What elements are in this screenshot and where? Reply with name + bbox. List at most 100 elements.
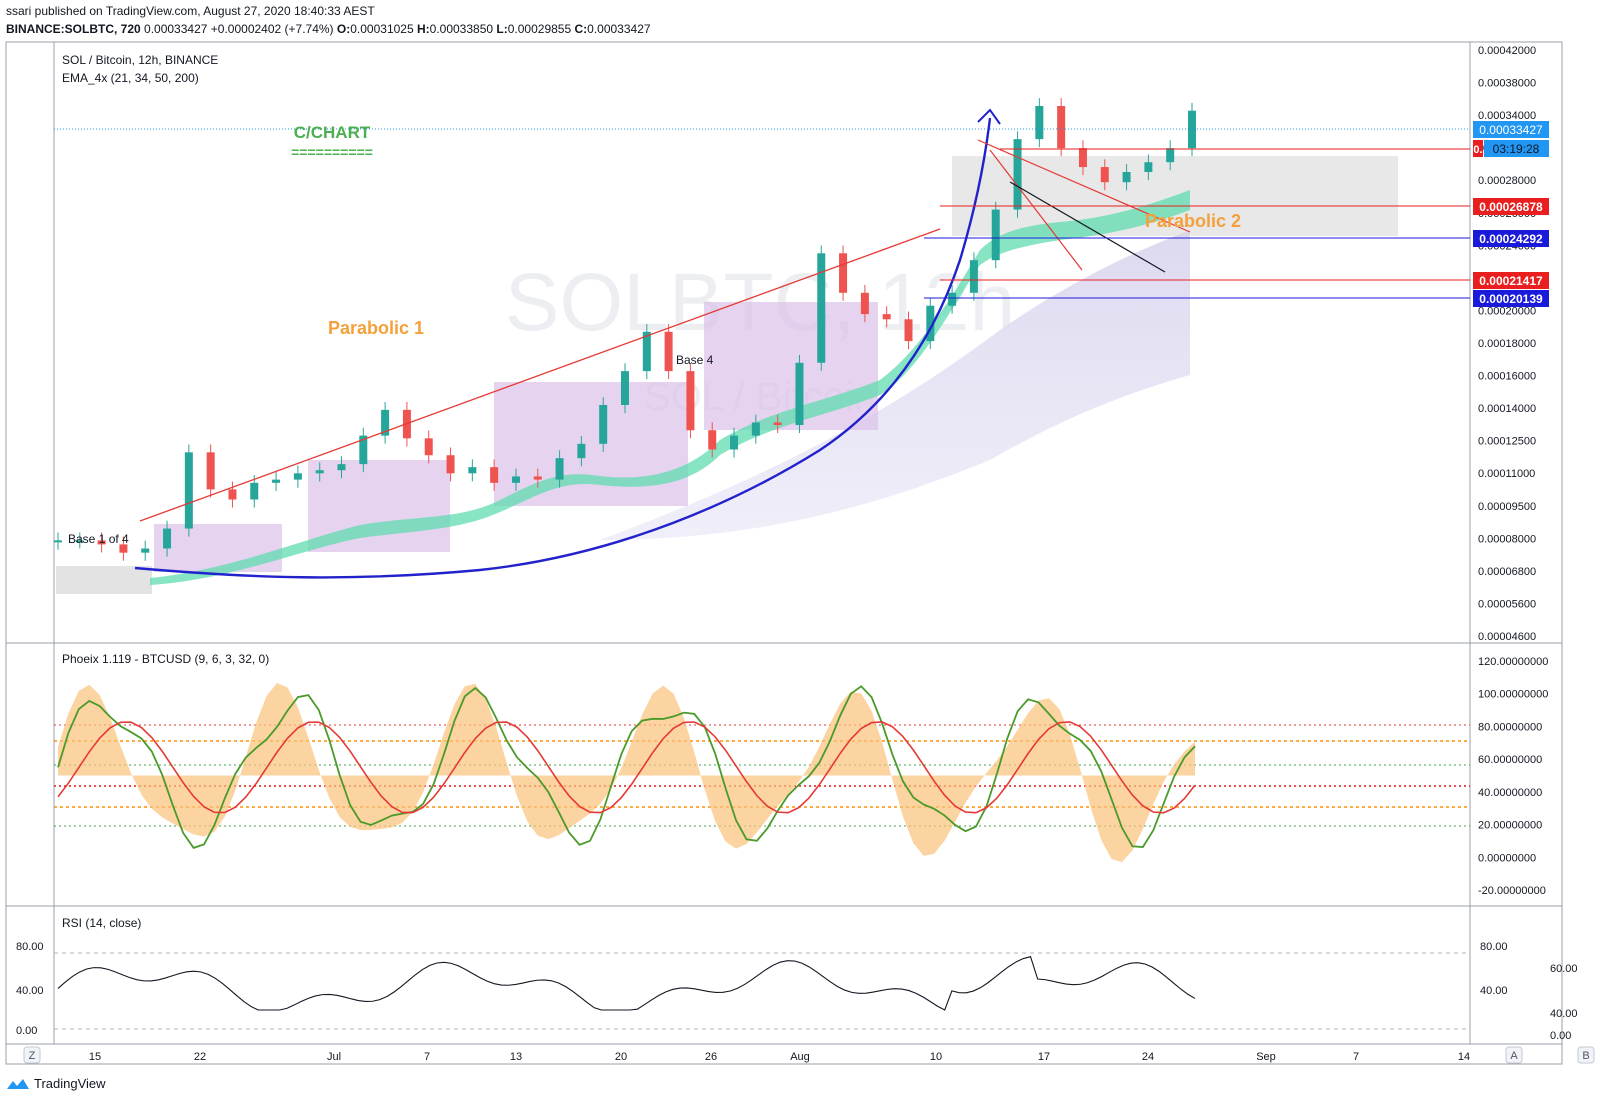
osc-axis[interactable]: 120.00000000 100.00000000 80.00000000 60.00… bbox=[1478, 656, 1548, 897]
candle-body bbox=[991, 209, 1000, 261]
last-price-tag-text: 0.00033427 bbox=[1479, 123, 1543, 137]
parabolic1-label: Parabolic 1 bbox=[328, 318, 424, 338]
level2-tag-text: 0.00024292 bbox=[1479, 232, 1543, 246]
base1-label: Base 1 of 4 bbox=[68, 532, 129, 546]
price-axis-label: 0.00006800 bbox=[1478, 566, 1536, 578]
symbol-label: BINANCE:SOLBTC, 720 bbox=[6, 22, 141, 36]
rsi-axis-right-label: 0.00 bbox=[1550, 1030, 1571, 1042]
time-axis-label: 10 bbox=[930, 1051, 942, 1063]
price-tags: 0.00033427 0. 03:19:28 0.00026878 0.0002… bbox=[1473, 121, 1549, 307]
rsi-axis[interactable]: 80.00 40.00 0.00 80.00 60.00 40.00 40.00 0.00 bbox=[16, 941, 1578, 1042]
a-button[interactable]: A bbox=[1505, 1046, 1523, 1064]
time-axis-label: 15 bbox=[89, 1051, 101, 1063]
rsi-axis-right-label: 40.00 bbox=[1550, 1008, 1578, 1020]
close-label: C: bbox=[574, 22, 588, 36]
open-value: 0.00031025 bbox=[350, 22, 414, 36]
parabolic-arrow bbox=[977, 108, 1001, 125]
base-box-4 bbox=[704, 302, 878, 430]
candle-body bbox=[730, 435, 739, 450]
osc-axis-label: -20.00000000 bbox=[1478, 885, 1546, 897]
level2-tag bbox=[1473, 230, 1549, 247]
a-button-label: A bbox=[1510, 1050, 1518, 1062]
time-axis-label: 22 bbox=[194, 1051, 206, 1063]
price-axis-label: 0.00020000 bbox=[1478, 305, 1536, 317]
candle-body bbox=[904, 319, 913, 342]
last-price-tag bbox=[1473, 121, 1549, 138]
candle-body bbox=[119, 544, 128, 553]
price-change: +0.00002402 (+7.74%) bbox=[210, 22, 334, 36]
base-box-1 bbox=[154, 524, 282, 572]
rsi-axis-right-label: 60.00 bbox=[1550, 963, 1578, 975]
rsi-axis-right-label: 40.00 bbox=[1480, 985, 1508, 997]
price-axis-label: 0.00011000 bbox=[1478, 468, 1535, 480]
countdown-tag bbox=[1484, 140, 1549, 157]
candle-body bbox=[206, 452, 215, 490]
candle-body bbox=[773, 422, 782, 426]
time-axis-label: Sep bbox=[1256, 1051, 1276, 1063]
rsi-axis-right-label: 80.00 bbox=[1480, 941, 1508, 953]
candle-body bbox=[642, 331, 651, 372]
price-axis-label: 0.00004600 bbox=[1478, 631, 1536, 643]
wedge-bottom bbox=[989, 149, 1083, 271]
osc-axis-label: 20.00000000 bbox=[1478, 820, 1542, 832]
osc-axis-label: 0.00000000 bbox=[1478, 852, 1536, 864]
candle-body bbox=[293, 473, 302, 480]
level4-tag bbox=[1473, 290, 1549, 307]
candle-body bbox=[359, 435, 368, 465]
time-axis-label: 24 bbox=[1142, 1051, 1154, 1063]
candle-body bbox=[141, 548, 150, 553]
candle-body bbox=[621, 371, 629, 405]
rsi-axis-left-label: 40.00 bbox=[16, 985, 44, 997]
pane2-legend: Phoeix 1.119 - BTCUSD (9, 6, 3, 32, 0) bbox=[62, 652, 269, 666]
candle-body bbox=[184, 452, 193, 529]
candle-body bbox=[817, 253, 826, 363]
price-axis-label: 0.00034000 bbox=[1478, 110, 1536, 122]
candle-body bbox=[272, 479, 281, 483]
z-button[interactable]: Z bbox=[23, 1046, 41, 1064]
level3-tag-text: 0.00021417 bbox=[1479, 274, 1543, 288]
start-box bbox=[56, 566, 152, 594]
time-axis[interactable]: 15 22 Jul 7 13 20 26 Aug 10 17 24 Sep 7 14 bbox=[89, 1051, 1470, 1063]
candle-body bbox=[97, 540, 106, 545]
footer-brand[interactable]: TradingView bbox=[6, 1076, 106, 1091]
osc-histogram-area bbox=[58, 682, 1195, 863]
breakout-line bbox=[1009, 181, 1166, 273]
candle-body bbox=[1057, 105, 1066, 149]
candle-body bbox=[1144, 162, 1153, 173]
b-button[interactable]: B bbox=[1577, 1046, 1595, 1064]
price-axis-label: 0.00014000 bbox=[1478, 403, 1536, 415]
b-button-label: B bbox=[1582, 1050, 1589, 1062]
candle-body bbox=[250, 482, 259, 500]
footer-brand-label: TradingView bbox=[34, 1076, 106, 1091]
price-axis-label: 0.00009500 bbox=[1478, 501, 1536, 513]
price-axis-label: 0.00028000 bbox=[1478, 175, 1536, 187]
osc-fast-line bbox=[57, 685, 1196, 849]
candle-body bbox=[751, 422, 760, 436]
osc-axis-label: 60.00000000 bbox=[1478, 754, 1542, 766]
time-axis-label: 26 bbox=[705, 1051, 717, 1063]
close-value: 0.00033427 bbox=[587, 22, 651, 36]
price-axis-label: 0.00042000 bbox=[1478, 45, 1536, 57]
cchart-underline: ========== bbox=[291, 144, 373, 160]
high-value: 0.00033850 bbox=[429, 22, 494, 36]
candle-body bbox=[839, 253, 848, 293]
candle-body bbox=[926, 305, 935, 342]
cchart-label: C/CHART bbox=[294, 123, 371, 142]
osc-axis-label: 80.00000000 bbox=[1478, 721, 1542, 733]
time-axis-label: 13 bbox=[510, 1051, 522, 1063]
candle-body bbox=[708, 430, 717, 450]
candle-body bbox=[969, 260, 978, 293]
rsi-axis-left-label: 80.00 bbox=[16, 941, 44, 953]
low-value: 0.00029855 bbox=[507, 22, 572, 36]
ema-ribbon bbox=[150, 190, 1190, 585]
candle-body bbox=[860, 292, 869, 315]
publish-info: ssari published on TradingView.com, Augu… bbox=[6, 4, 375, 18]
candle-body bbox=[424, 438, 433, 456]
candle-body bbox=[1166, 148, 1175, 163]
candle-body bbox=[54, 540, 62, 543]
candle-body bbox=[686, 371, 695, 431]
z-button-label: Z bbox=[29, 1050, 36, 1062]
time-axis-label: 17 bbox=[1038, 1051, 1050, 1063]
level1-tag bbox=[1473, 198, 1549, 215]
